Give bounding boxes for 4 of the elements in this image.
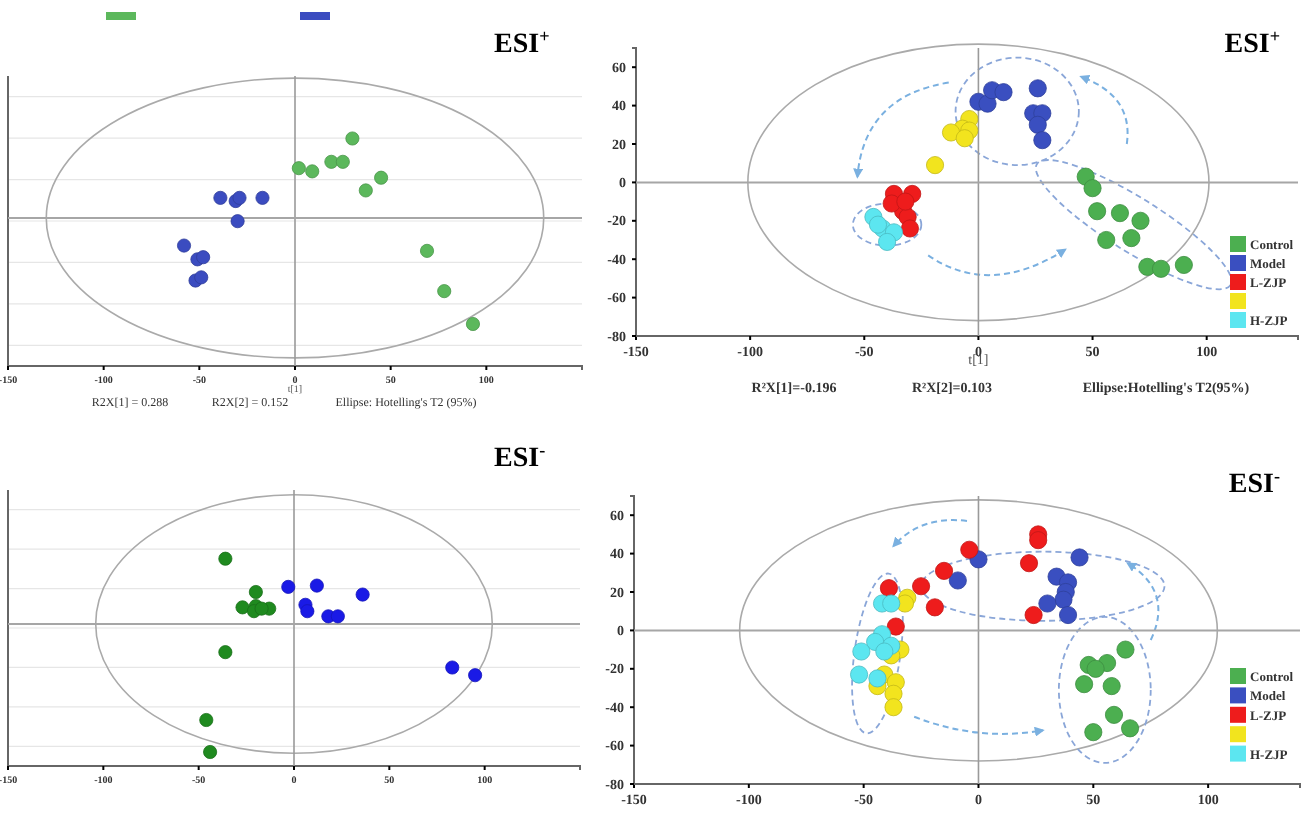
chart-title: ESI$^{-}$ [494,440,546,474]
chart-title: ESI$^{+}$ [494,26,550,60]
chart-title: ESI$^{+}$ [1224,26,1280,60]
chart-title: ESI$^{-}$ [1228,466,1280,500]
